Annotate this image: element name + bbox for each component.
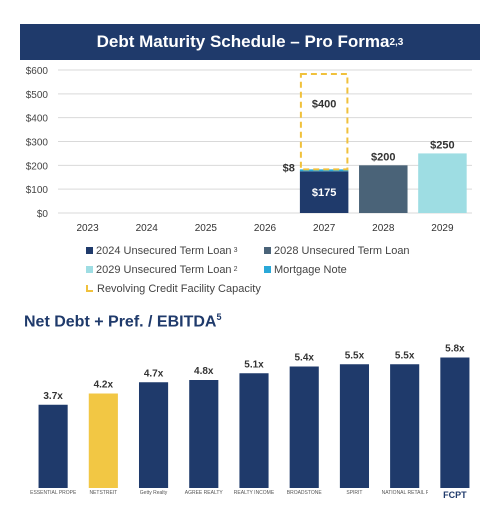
peer-logo: NETSTREIT — [89, 490, 118, 496]
leverage-value-label: 4.2x — [94, 380, 114, 391]
leverage-chart-title-text: Net Debt + Pref. / EBITDA — [24, 313, 217, 331]
data-label: $400 — [312, 99, 336, 111]
data-label: $8 — [283, 162, 295, 174]
leverage-value-label: 5.1x — [244, 359, 264, 370]
leverage-bar — [88, 393, 118, 488]
leverage-bar — [38, 404, 68, 488]
legend-swatch-2029-term-loan — [86, 266, 93, 273]
legend-item-2029-term-loan: 2029 Unsecured Term Loan 2 — [86, 264, 264, 276]
legend-item-revolver: Revolving Credit Facility Capacity — [86, 283, 386, 295]
leverage-chart-title-superscript: 5 — [216, 312, 222, 322]
legend-sup-2024-term-loan: 3 — [233, 247, 238, 254]
leverage-value-label: 3.7x — [43, 391, 63, 402]
peer-logo: SPIRIT — [346, 490, 363, 496]
leverage-value-label: 5.5x — [395, 350, 415, 361]
peer-logo: AGREE REALTY — [184, 490, 223, 496]
y-tick-label: $200 — [26, 161, 49, 172]
y-tick-label: $300 — [26, 138, 49, 149]
y-tick-label: $400 — [26, 114, 49, 125]
bar-segment — [418, 153, 467, 213]
debt-maturity-chart: $0 $100 $200 $300 $400 $500 $600 2023 2024 2025 20… — [26, 66, 472, 234]
y-tick-label: $0 — [37, 209, 49, 220]
leverage-bar — [289, 366, 319, 488]
leverage-bar-chart: 3.7x 4.2x 4.7x 4.8x 5.1x 5.4x 5.5x 5.5x 5.8x — [38, 344, 470, 488]
legend-label-mortgage-note: Mortgage Note — [274, 263, 347, 276]
legend-swatch-mortgage-note — [264, 266, 271, 273]
leverage-value-label: 4.7x — [144, 368, 164, 379]
x-tick-label: 2028 — [372, 223, 395, 234]
peer-logo: NATIONAL RETAIL PROPERTIES — [381, 490, 428, 496]
legend-item-mortgage-note: Mortgage Note — [264, 264, 442, 276]
bar-segment — [299, 171, 349, 213]
y-tick-label: $100 — [26, 185, 49, 196]
y-tick-label: $500 — [26, 90, 49, 101]
peer-logos: ESSENTIAL PROPERTIES NETSTREIT Getty Realt… — [0, 490, 493, 510]
data-label: $250 — [430, 139, 454, 151]
legend-row: Revolving Credit Facility Capacity — [86, 279, 446, 298]
debt-maturity-legend: 2024 Unsecured Term Loan 3 2028 Unsecured… — [86, 241, 446, 298]
legend-sup-2029-term-loan: 2 — [233, 266, 238, 273]
x-tick-label: 2029 — [431, 223, 454, 234]
peer-logo: REALTY INCOME — [233, 490, 275, 496]
legend-label-2029-term-loan: 2029 Unsecured Term Loan — [96, 263, 232, 276]
leverage-chart-title: Net Debt + Pref. / EBITDA5 — [24, 312, 222, 331]
bar-segment — [359, 165, 408, 213]
peer-logo: Getty Realty — [139, 490, 168, 496]
data-label: $200 — [371, 151, 395, 163]
debt-maturity-title: Debt Maturity Schedule – Pro Forma 2,3 — [20, 24, 480, 60]
leverage-bar — [339, 364, 370, 488]
leverage-bar — [189, 380, 219, 488]
legend-label-revolver: Revolving Credit Facility Capacity — [97, 282, 261, 295]
x-tick-label: 2026 — [254, 223, 277, 234]
peer-logo: FCPT — [443, 490, 467, 500]
x-tick-label: 2023 — [76, 223, 99, 234]
leverage-bar — [440, 357, 470, 488]
legend-swatch-revolver — [86, 285, 93, 292]
legend-row: 2029 Unsecured Term Loan 2 Mortgage Note — [86, 260, 446, 279]
debt-maturity-title-superscript: 2,3 — [389, 36, 404, 48]
legend-item-2024-term-loan: 2024 Unsecured Term Loan 3 — [86, 245, 264, 257]
legend-row: 2024 Unsecured Term Loan 3 2028 Unsecured… — [86, 241, 446, 260]
peer-logo: BROADSTONE — [286, 490, 322, 496]
data-label: $175 — [312, 187, 336, 199]
debt-maturity-title-text: Debt Maturity Schedule – Pro Forma — [96, 32, 390, 51]
bar-segment-revolver — [299, 73, 349, 171]
leverage-value-label: 5.4x — [294, 353, 314, 364]
leverage-bar — [138, 382, 169, 488]
leverage-value-label: 4.8x — [194, 366, 214, 377]
leverage-bar — [239, 373, 269, 488]
legend-swatch-2028-term-loan — [264, 247, 271, 254]
x-tick-label: 2027 — [313, 223, 336, 234]
x-tick-label: 2025 — [195, 223, 218, 234]
leverage-value-label: 5.8x — [445, 344, 465, 355]
legend-item-2028-term-loan: 2028 Unsecured Term Loan — [264, 245, 442, 257]
leverage-value-label: 5.5x — [345, 350, 365, 361]
legend-label-2028-term-loan: 2028 Unsecured Term Loan — [274, 244, 410, 257]
legend-label-2024-term-loan: 2024 Unsecured Term Loan — [96, 244, 232, 257]
legend-swatch-2024-term-loan — [86, 247, 93, 254]
y-tick-label: $600 — [26, 66, 49, 77]
peer-logo: ESSENTIAL PROPERTIES — [30, 490, 77, 496]
leverage-bar — [390, 364, 420, 488]
x-tick-label: 2024 — [136, 223, 159, 234]
